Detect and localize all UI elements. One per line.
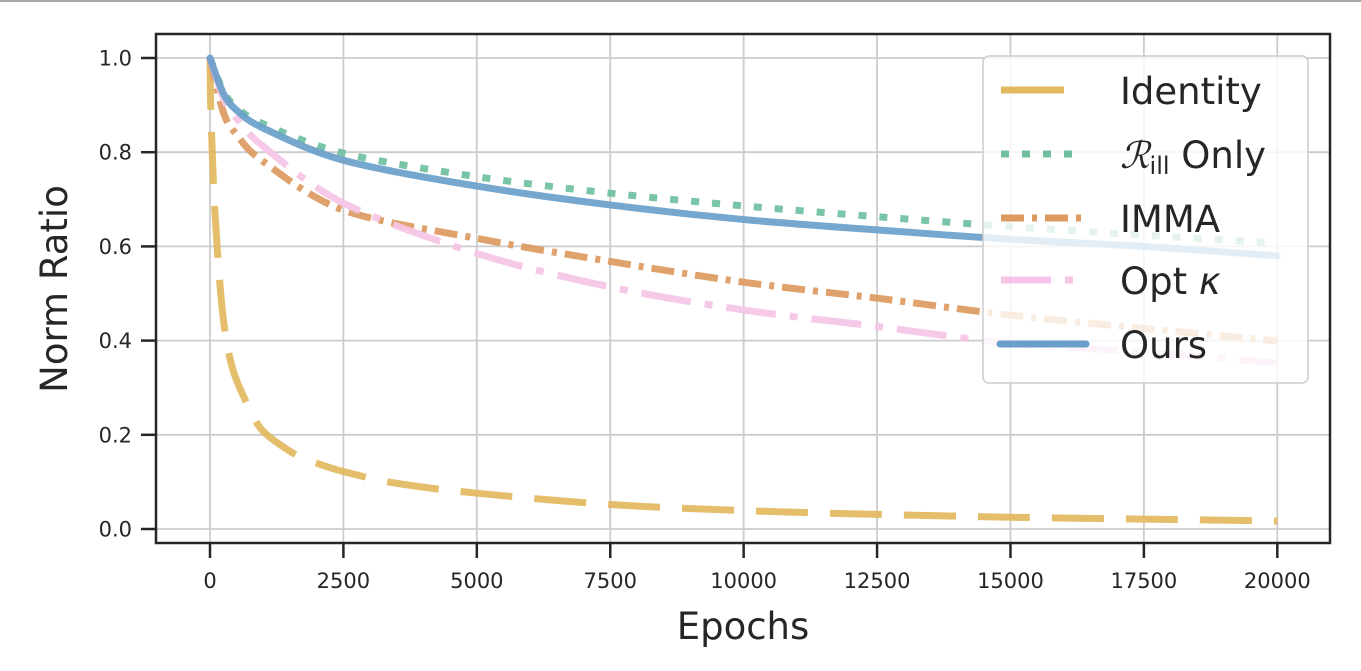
legend-ours-label: Ours bbox=[1120, 324, 1207, 367]
legend-opt-label: Opt κ bbox=[1120, 260, 1221, 303]
x-tick-label: 2500 bbox=[317, 569, 370, 593]
x-tick-label: 0 bbox=[203, 569, 216, 593]
x-tick-label: 12500 bbox=[844, 569, 911, 593]
y-tick-label: 0.2 bbox=[99, 423, 132, 447]
top-border-rule bbox=[0, 0, 1361, 2]
x-axis-ticks: 0 2500 5000 7500 10000 12500 15000 17500 20000 bbox=[203, 543, 1311, 593]
x-tick-label: 10000 bbox=[710, 569, 777, 593]
opt-text: Opt bbox=[1120, 260, 1199, 303]
legend-box bbox=[982, 55, 1309, 384]
legend-imma-label: IMMA bbox=[1120, 198, 1220, 241]
x-axis-label: Epochs bbox=[677, 605, 810, 648]
legend-identity-label: Identity bbox=[1120, 70, 1262, 113]
series-line-identity bbox=[206, 57, 1278, 525]
kappa-symbol: κ bbox=[1199, 260, 1221, 303]
y-tick-label: 0.4 bbox=[99, 329, 132, 353]
y-tick-label: 0.0 bbox=[99, 518, 132, 542]
legend: Identity ℛill Only IMMA Opt κ Ours bbox=[982, 55, 1309, 384]
y-axis-label: Norm Ratio bbox=[33, 185, 76, 393]
x-tick-label: 15000 bbox=[977, 569, 1044, 593]
y-tick-label: 0.6 bbox=[99, 235, 132, 259]
y-tick-label: 1.0 bbox=[99, 47, 132, 71]
legend-rill-label: ℛill Only bbox=[1120, 134, 1266, 180]
x-tick-label: 7500 bbox=[584, 569, 637, 593]
rill-script-r: ℛ bbox=[1120, 134, 1152, 177]
y-axis-ticks: 0.0 0.2 0.4 0.6 0.8 1.0 bbox=[99, 47, 156, 542]
x-tick-label: 5000 bbox=[450, 569, 503, 593]
rill-suffix: Only bbox=[1170, 134, 1267, 177]
rill-subscript: ill bbox=[1150, 152, 1170, 180]
x-tick-label: 17500 bbox=[1110, 569, 1177, 593]
x-tick-label: 20000 bbox=[1244, 569, 1311, 593]
y-tick-label: 0.8 bbox=[99, 141, 132, 165]
